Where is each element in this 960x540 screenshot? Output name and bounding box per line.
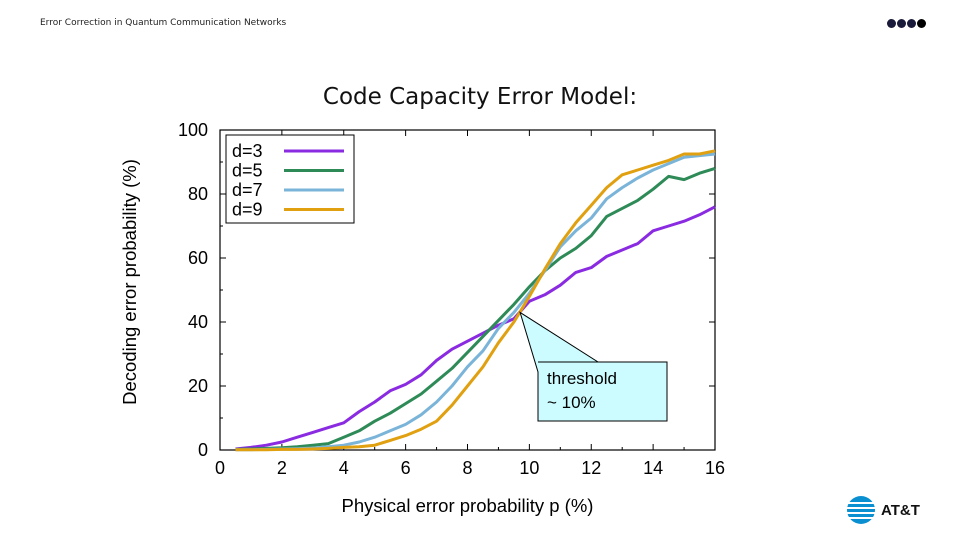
presentation-title: Error Correction in Quantum Communicatio… bbox=[40, 18, 287, 28]
legend-label: d=9 bbox=[232, 200, 263, 220]
y-tick-label: 20 bbox=[188, 376, 208, 396]
x-tick-label: 12 bbox=[581, 458, 601, 478]
y-tick-label: 100 bbox=[178, 120, 208, 140]
x-tick-label: 14 bbox=[643, 458, 663, 478]
x-tick-label: 6 bbox=[401, 458, 411, 478]
logo-text: AT&T bbox=[881, 501, 920, 519]
dot-icon bbox=[887, 19, 896, 28]
y-tick-label: 0 bbox=[198, 440, 208, 460]
slide-title: Code Capacity Error Model: bbox=[322, 84, 638, 110]
x-tick-label: 8 bbox=[462, 458, 472, 478]
x-tick-label: 10 bbox=[519, 458, 539, 478]
y-tick-label: 80 bbox=[188, 184, 208, 204]
y-tick-label: 60 bbox=[188, 248, 208, 268]
series-line-d3 bbox=[235, 205, 716, 451]
globe-icon bbox=[846, 496, 876, 524]
legend-label: d=7 bbox=[232, 180, 263, 200]
dot-icon bbox=[897, 19, 906, 28]
y-axis-label: Decoding error probability (%) bbox=[119, 159, 140, 405]
x-tick-label: 16 bbox=[705, 458, 725, 478]
x-tick-label: 4 bbox=[339, 458, 349, 478]
progress-dots bbox=[887, 19, 926, 28]
x-tick-label: 0 bbox=[215, 458, 225, 478]
annotation-text: ~ 10% bbox=[547, 393, 596, 412]
legend-label: d=5 bbox=[232, 161, 263, 181]
att-logo: AT&T bbox=[846, 495, 920, 525]
dot-icon bbox=[917, 19, 926, 28]
series-line-d9 bbox=[235, 149, 716, 452]
decoding-error-chart: 0 2 4 6 8 10 12 14 16 0 20 40 60 80 100 Physical error … bbox=[119, 120, 725, 516]
x-axis-label: Physical error probability p (%) bbox=[342, 495, 594, 516]
legend-label: d=3 bbox=[232, 141, 263, 161]
annotation-text: threshold bbox=[547, 369, 617, 388]
threshold-callout bbox=[519, 311, 668, 422]
series-line-d5 bbox=[235, 166, 716, 451]
x-tick-label: 2 bbox=[277, 458, 287, 478]
dot-icon bbox=[907, 19, 916, 28]
y-tick-label: 40 bbox=[188, 312, 208, 332]
